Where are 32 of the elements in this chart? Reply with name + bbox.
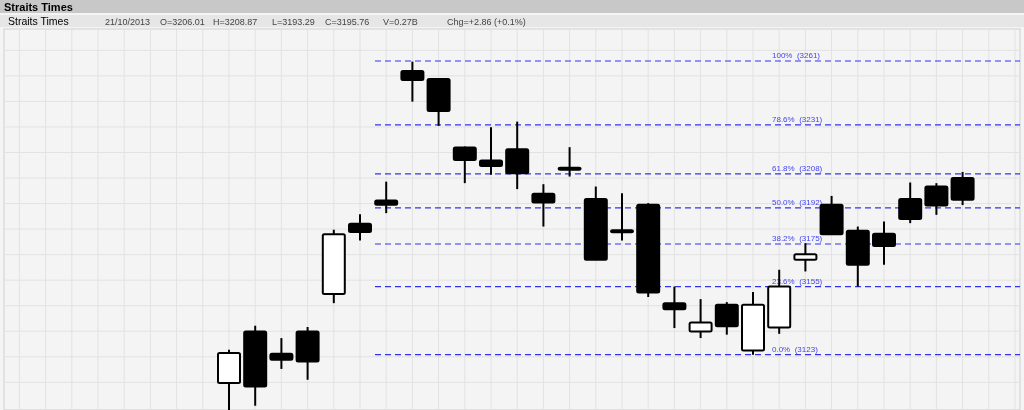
text: L=3193.29 xyxy=(272,17,315,27)
candlestick xyxy=(793,242,818,273)
ref-line-label: 100% (3261) xyxy=(772,50,821,60)
candlestick xyxy=(400,60,425,103)
candlestick xyxy=(924,182,949,216)
candlestick xyxy=(505,120,530,191)
candlestick xyxy=(610,192,634,242)
candlestick xyxy=(872,220,896,266)
ref-line-label: 38.2% (3175) xyxy=(772,234,823,244)
candlestick xyxy=(898,181,923,225)
candlestick xyxy=(557,146,582,178)
text: Chg=+2.86 (+0.1%) xyxy=(447,17,526,27)
candlestick xyxy=(714,301,739,336)
text: H=3208.87 xyxy=(213,17,258,27)
candlestick xyxy=(662,285,687,330)
text: Straits Times xyxy=(4,1,73,13)
candlestick xyxy=(348,213,372,242)
candlestick xyxy=(374,180,399,215)
ref-line-label: 0.0% (3123) xyxy=(772,344,819,354)
candlestick xyxy=(688,298,713,340)
ref-line-label: 61.8% (3208) xyxy=(772,163,823,173)
text: C=3195.76 xyxy=(325,17,370,27)
candlestick xyxy=(479,126,503,176)
candlestick xyxy=(950,170,975,207)
text: 21/10/2013 xyxy=(105,17,151,27)
text: Straits Times xyxy=(8,15,69,27)
text: V=0.27B xyxy=(383,17,418,27)
candlestick xyxy=(269,337,294,370)
text: O=3206.01 xyxy=(160,17,205,27)
candlestick xyxy=(452,145,477,185)
ref-line-label: 78.6% (3231) xyxy=(772,114,823,124)
candlestick xyxy=(531,183,556,228)
